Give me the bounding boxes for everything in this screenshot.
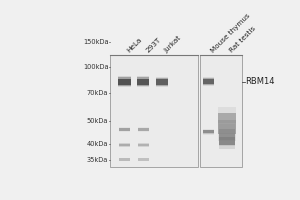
Text: HeLa: HeLa <box>126 37 143 54</box>
Text: 293T: 293T <box>145 37 162 54</box>
Bar <box>219 133 235 149</box>
Bar <box>138 144 149 146</box>
Bar <box>156 77 168 87</box>
Text: Jurkat: Jurkat <box>163 35 182 54</box>
Bar <box>119 158 130 161</box>
Bar <box>156 78 168 86</box>
Bar <box>119 158 130 161</box>
Bar <box>218 120 236 134</box>
Bar <box>137 79 149 85</box>
Bar <box>219 137 235 145</box>
Bar <box>118 79 131 85</box>
Bar <box>218 113 236 123</box>
Bar <box>200 55 242 167</box>
Text: 40kDa: 40kDa <box>87 141 108 147</box>
Text: 150kDa: 150kDa <box>83 39 108 45</box>
Bar <box>118 77 131 86</box>
Text: RBM14: RBM14 <box>246 77 275 86</box>
Bar <box>110 55 198 167</box>
Bar <box>138 158 149 161</box>
Bar <box>138 143 149 147</box>
Bar <box>203 130 214 133</box>
Bar <box>219 129 235 140</box>
Bar <box>203 129 214 135</box>
Bar <box>119 127 130 132</box>
Bar <box>138 143 149 147</box>
Text: 50kDa: 50kDa <box>87 118 108 124</box>
Bar <box>138 158 149 161</box>
Text: 100kDa: 100kDa <box>83 64 108 70</box>
Bar <box>203 130 214 134</box>
Bar <box>203 79 214 84</box>
Text: 70kDa: 70kDa <box>87 90 108 96</box>
Text: Mouse thymus: Mouse thymus <box>210 12 251 54</box>
Text: 35kDa: 35kDa <box>87 157 108 163</box>
Text: Rat testis: Rat testis <box>228 26 256 54</box>
Bar <box>119 128 130 131</box>
Bar <box>156 79 168 85</box>
Bar <box>119 158 130 161</box>
Bar <box>218 107 236 129</box>
Bar <box>138 128 149 131</box>
Bar <box>119 144 130 146</box>
Bar <box>203 78 214 85</box>
Bar <box>119 143 130 147</box>
Bar <box>138 158 149 161</box>
Bar <box>137 77 149 86</box>
Bar <box>203 77 214 86</box>
Bar <box>219 124 235 146</box>
Bar <box>119 128 130 131</box>
Bar <box>118 76 131 87</box>
Bar <box>138 127 149 132</box>
Bar <box>138 128 149 131</box>
Bar <box>137 76 149 87</box>
Bar <box>218 113 236 141</box>
Bar <box>119 143 130 147</box>
